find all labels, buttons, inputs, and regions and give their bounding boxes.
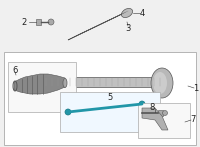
Text: 7: 7	[190, 116, 196, 125]
Circle shape	[65, 109, 71, 115]
Ellipse shape	[151, 68, 173, 98]
Ellipse shape	[121, 8, 133, 18]
Bar	[42, 77, 168, 87]
Polygon shape	[68, 10, 130, 40]
Ellipse shape	[153, 72, 167, 94]
Bar	[60, 92, 160, 132]
Text: 4: 4	[139, 9, 145, 17]
Circle shape	[48, 19, 54, 25]
Bar	[8, 62, 76, 112]
Polygon shape	[142, 108, 168, 130]
Text: 2: 2	[21, 17, 27, 26]
Text: 3: 3	[125, 24, 131, 32]
Circle shape	[162, 111, 168, 116]
Bar	[158, 110, 163, 116]
Bar	[138, 103, 190, 138]
Text: 5: 5	[107, 92, 113, 101]
Circle shape	[139, 101, 145, 107]
Text: 6: 6	[12, 66, 18, 75]
Ellipse shape	[63, 78, 67, 87]
Text: 8: 8	[149, 102, 155, 112]
Bar	[36, 19, 41, 25]
Text: 1: 1	[193, 83, 199, 92]
Polygon shape	[14, 74, 65, 94]
Bar	[4, 52, 196, 145]
